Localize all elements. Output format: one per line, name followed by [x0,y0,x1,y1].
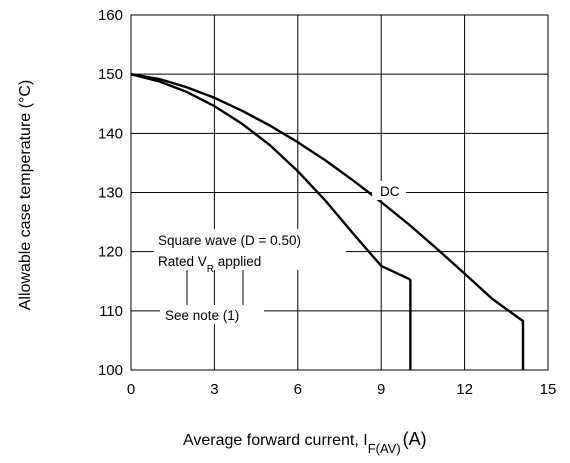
y-tick-label: 130 [98,185,123,202]
y-tick-label: 110 [99,303,123,320]
x-tick-label: 15 [540,381,557,398]
dc-curve [130,73,525,370]
series-lines [130,73,525,370]
y-tick-label: 160 [98,7,123,24]
x-tick-label: 3 [210,381,218,398]
dc-label: DC [380,184,400,199]
square-wave-curve [130,73,412,370]
y-tick-label: 150 [98,66,123,83]
x-tick-label: 12 [456,381,473,398]
y-tick-label: 100 [98,362,123,379]
y-axis-label: Allowable case temperature (°C) [17,80,34,311]
x-tick-label: 9 [377,381,385,398]
see-note-label: See note (1) [165,308,239,323]
x-axis-label: Average forward current, IF(AV) (A) [183,429,427,456]
rated-vr-label: Rated VR applied [158,254,261,275]
annotations: DC Square wave (D = 0.50) Rated VR appli… [154,181,406,324]
x-tick-label: 0 [127,381,135,398]
grid [130,14,549,371]
x-tick-label: 6 [294,381,302,398]
square-wave-label: Square wave (D = 0.50) [158,233,301,248]
x-tick-labels: 0 3 6 9 12 15 [127,381,557,398]
y-tick-labels: 100 110 120 130 140 150 160 [98,7,123,379]
y-tick-label: 140 [98,125,123,142]
y-tick-label: 120 [98,244,123,261]
plot-frame [130,14,549,371]
